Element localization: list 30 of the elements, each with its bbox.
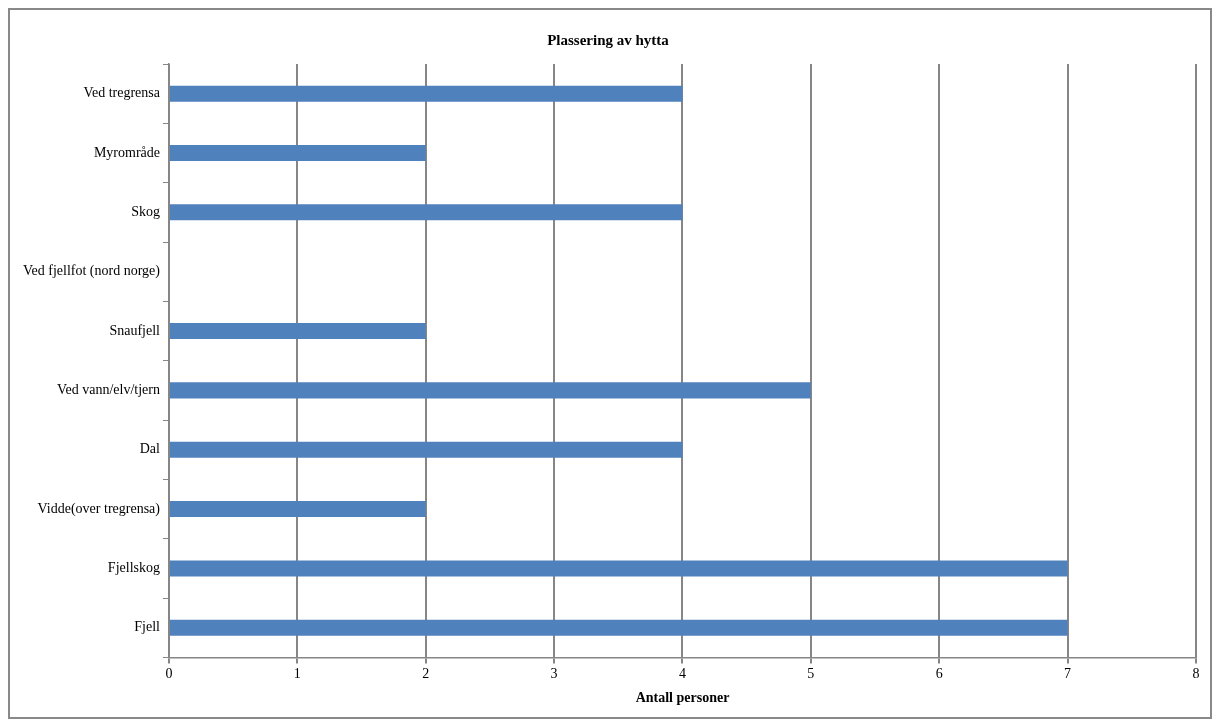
y-tick-label: Ved vann/elv/tjern	[56, 382, 160, 398]
x-tick-label: 1	[293, 666, 301, 682]
bar	[169, 85, 683, 102]
y-tick-label: Fjellskog	[107, 560, 160, 576]
y-tick-label: Vidde(over tregrensa)	[37, 500, 161, 517]
bar	[169, 204, 683, 221]
y-tick-label: Ved fjellfot (nord norge)	[22, 263, 161, 280]
x-tick-label: 8	[1192, 666, 1200, 682]
chart-title: Plassering av hytta	[547, 31, 670, 48]
bar	[169, 501, 426, 518]
y-tick-label: Snaufjell	[109, 322, 161, 338]
x-tick-label: 2	[422, 666, 430, 682]
bar	[169, 323, 426, 340]
x-tick-label: 4	[678, 666, 686, 682]
bar	[169, 619, 1068, 636]
y-tick-label: Myrområde	[93, 144, 160, 160]
bar	[169, 382, 811, 399]
bar	[169, 145, 426, 162]
bar	[169, 560, 1068, 577]
y-tick-label: Fjell	[134, 619, 161, 635]
x-tick-label: 5	[807, 666, 815, 682]
x-tick-label: 3	[550, 666, 558, 682]
y-tick-label: Skog	[131, 204, 160, 220]
bar	[169, 441, 683, 458]
x-tick-label: 7	[1064, 666, 1072, 682]
y-tick-label: Dal	[139, 441, 161, 457]
y-tick-label: Ved tregrensa	[83, 85, 161, 101]
x-tick-label: 0	[165, 666, 173, 682]
x-tick-label: 6	[935, 666, 943, 682]
x-axis-title: Antall personer	[635, 690, 730, 706]
